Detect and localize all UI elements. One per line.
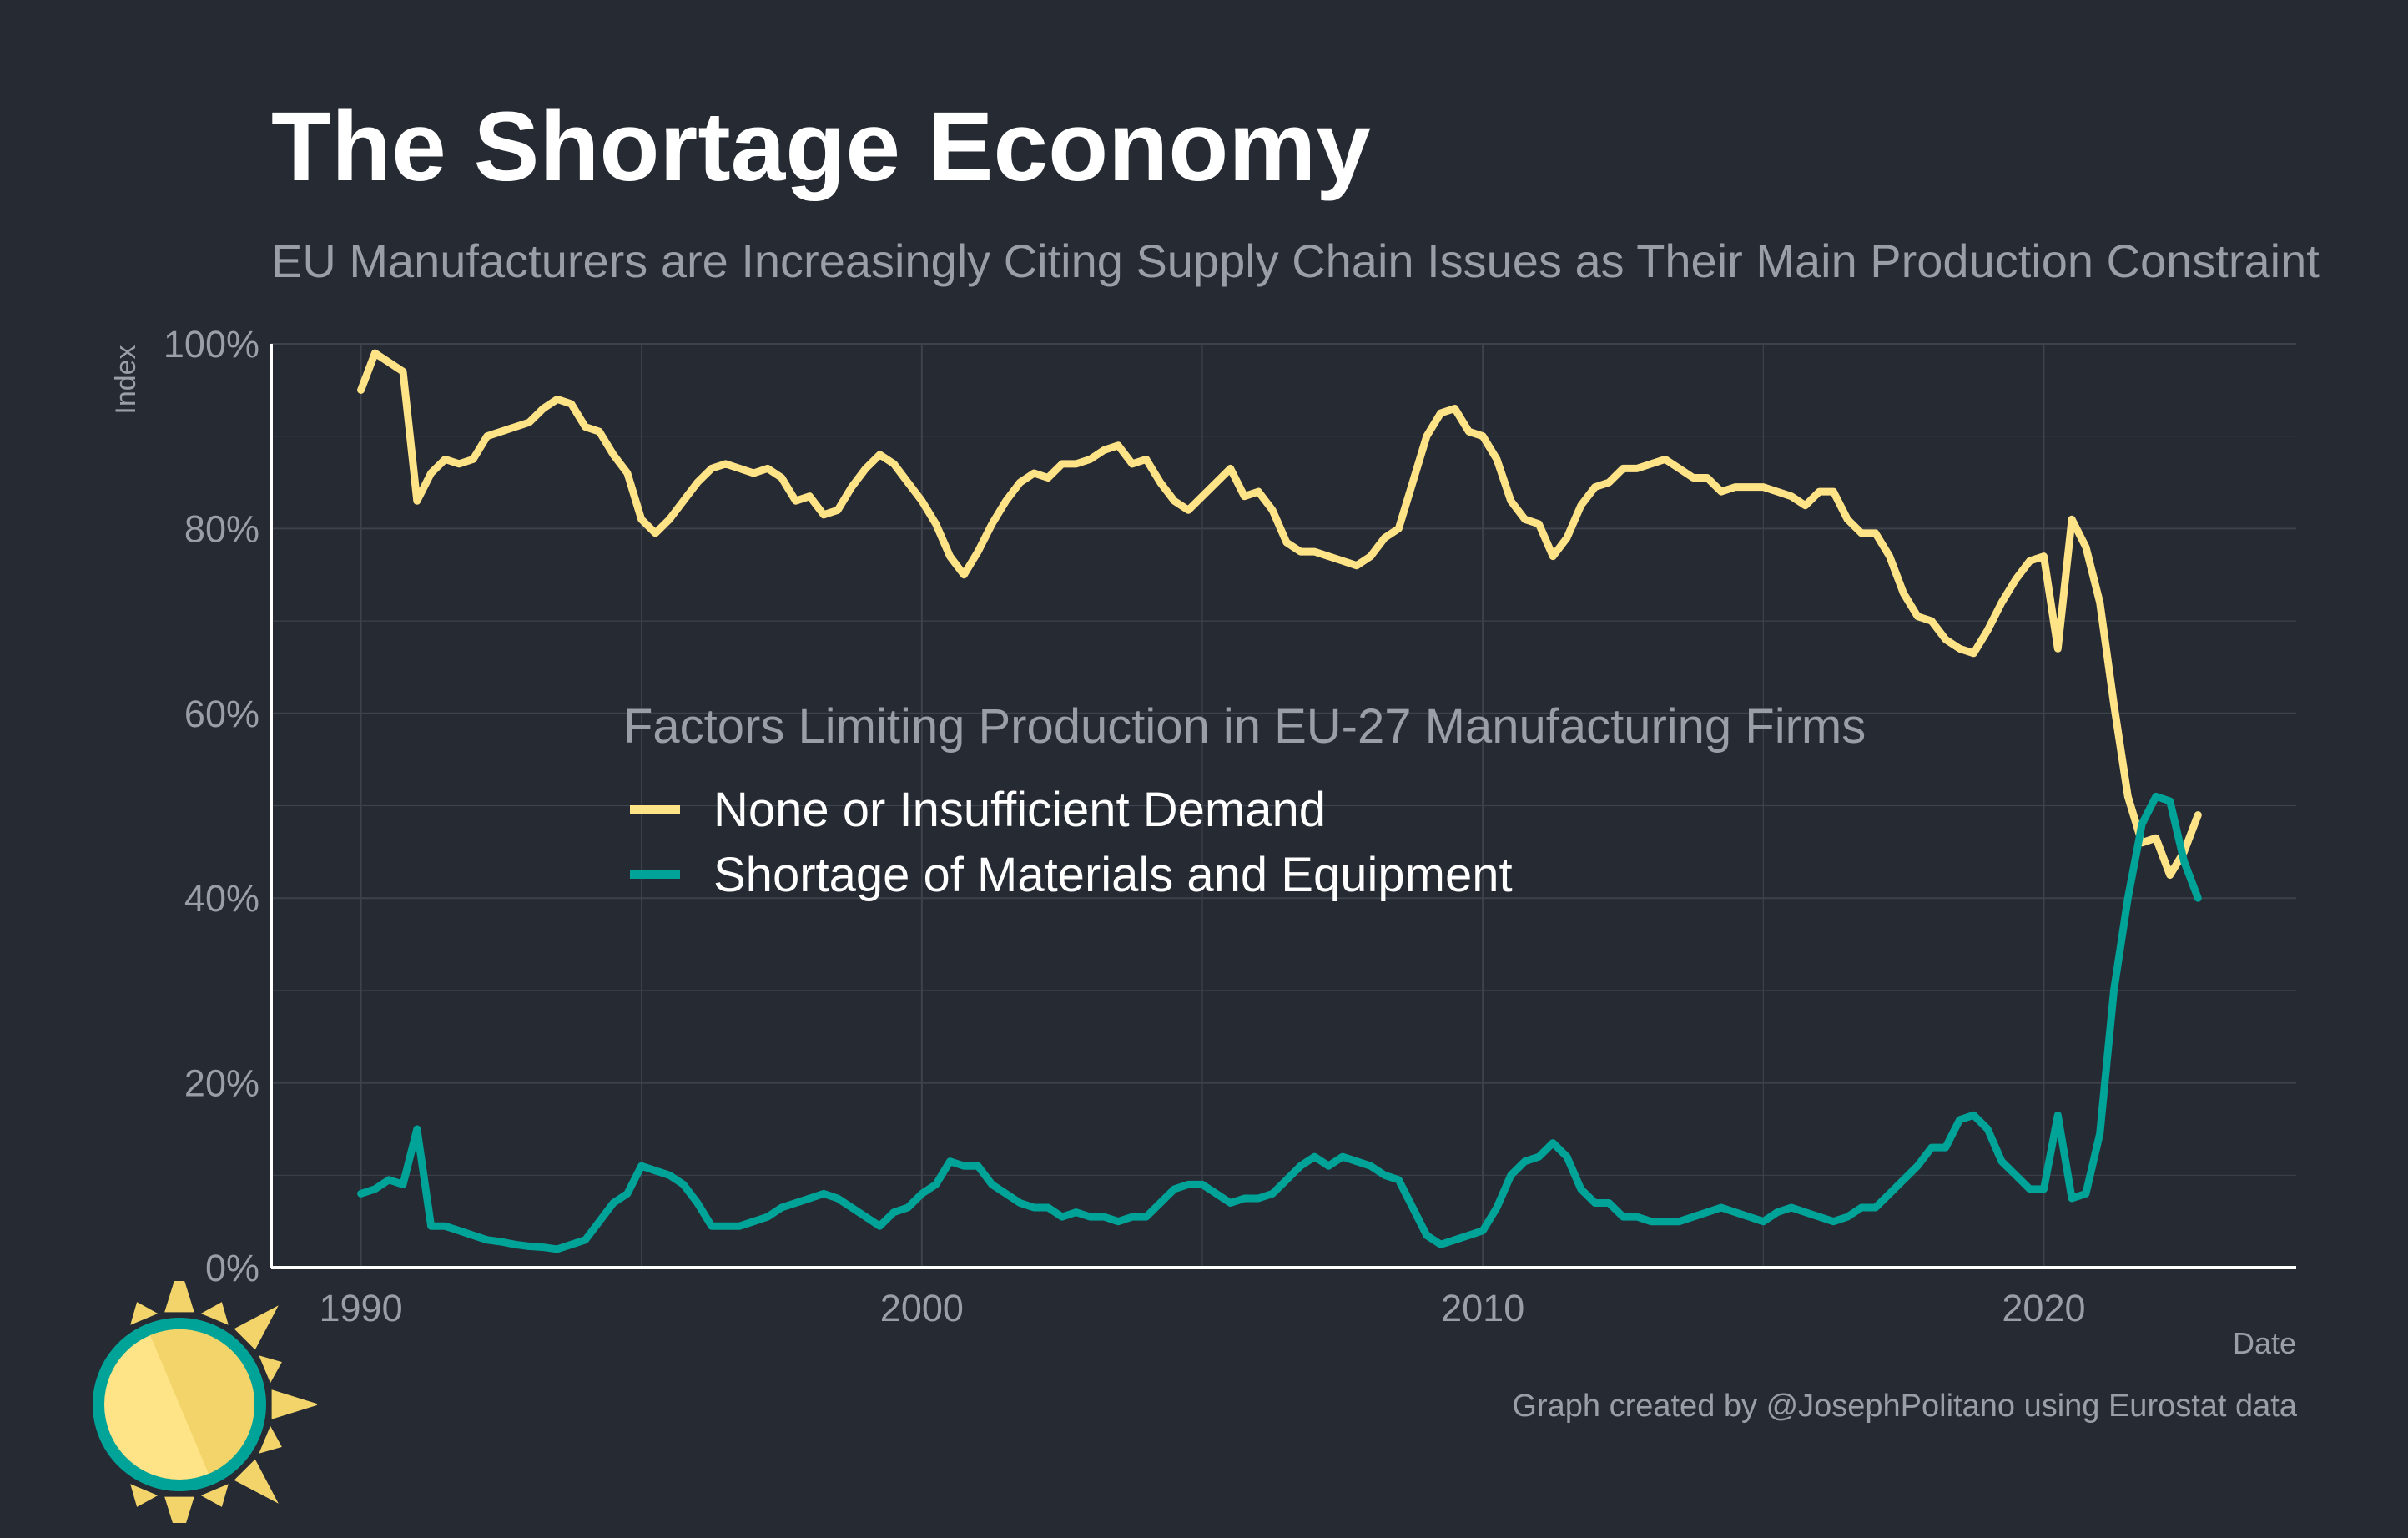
y-tick-label: 100% — [164, 323, 259, 366]
y-axis-title: Index — [110, 345, 142, 414]
y-tick-label: 40% — [184, 877, 259, 920]
y-tick-label: 60% — [184, 693, 259, 735]
sun-ray — [271, 1389, 317, 1419]
series-line-shortage — [357, 792, 2202, 1253]
sun-ray — [200, 1302, 229, 1325]
sun-icon — [93, 1281, 317, 1523]
sun-ray — [200, 1484, 229, 1507]
sun-ray — [130, 1484, 159, 1507]
sun-ray — [259, 1425, 282, 1454]
legend: Factors Limiting Production in EU-27 Man… — [623, 699, 1866, 902]
y-tick-label: 20% — [184, 1062, 259, 1105]
sun-ray — [259, 1355, 282, 1384]
sun-ray — [130, 1302, 159, 1325]
legend-label: Shortage of Materials and Equipment — [713, 848, 1513, 902]
sun-ray — [234, 1459, 279, 1504]
series-line-demand — [357, 349, 2202, 879]
sun-ray — [234, 1305, 279, 1350]
chart-title: The Shortage Economy — [271, 92, 1371, 202]
legend-title: Factors Limiting Production in EU-27 Man… — [623, 699, 1866, 754]
sun-ray — [164, 1496, 194, 1523]
legend-label: None or Insufficient Demand — [713, 783, 1326, 837]
x-tick-label: 2010 — [1441, 1287, 1524, 1329]
series-layer — [357, 349, 2202, 1253]
y-tick-label: 80% — [184, 507, 259, 550]
grid-layer — [271, 343, 2296, 1268]
x-axis-title: Date — [2233, 1326, 2296, 1360]
x-tick-label: 2000 — [880, 1287, 964, 1329]
sun-ray — [164, 1281, 194, 1313]
x-tick-label: 2020 — [2002, 1287, 2085, 1329]
source-caption: Graph created by @JosephPolitano using E… — [1512, 1389, 2297, 1424]
chart-subtitle: EU Manufacturers are Increasingly Citing… — [271, 234, 2320, 287]
x-tick-label: 1990 — [320, 1287, 403, 1329]
axis-layer: 0% 20% 40% 60% 80% 100% 1990 2000 2010 2020 Date In… — [110, 323, 2296, 1360]
y-tick-label: 0% — [205, 1247, 259, 1289]
